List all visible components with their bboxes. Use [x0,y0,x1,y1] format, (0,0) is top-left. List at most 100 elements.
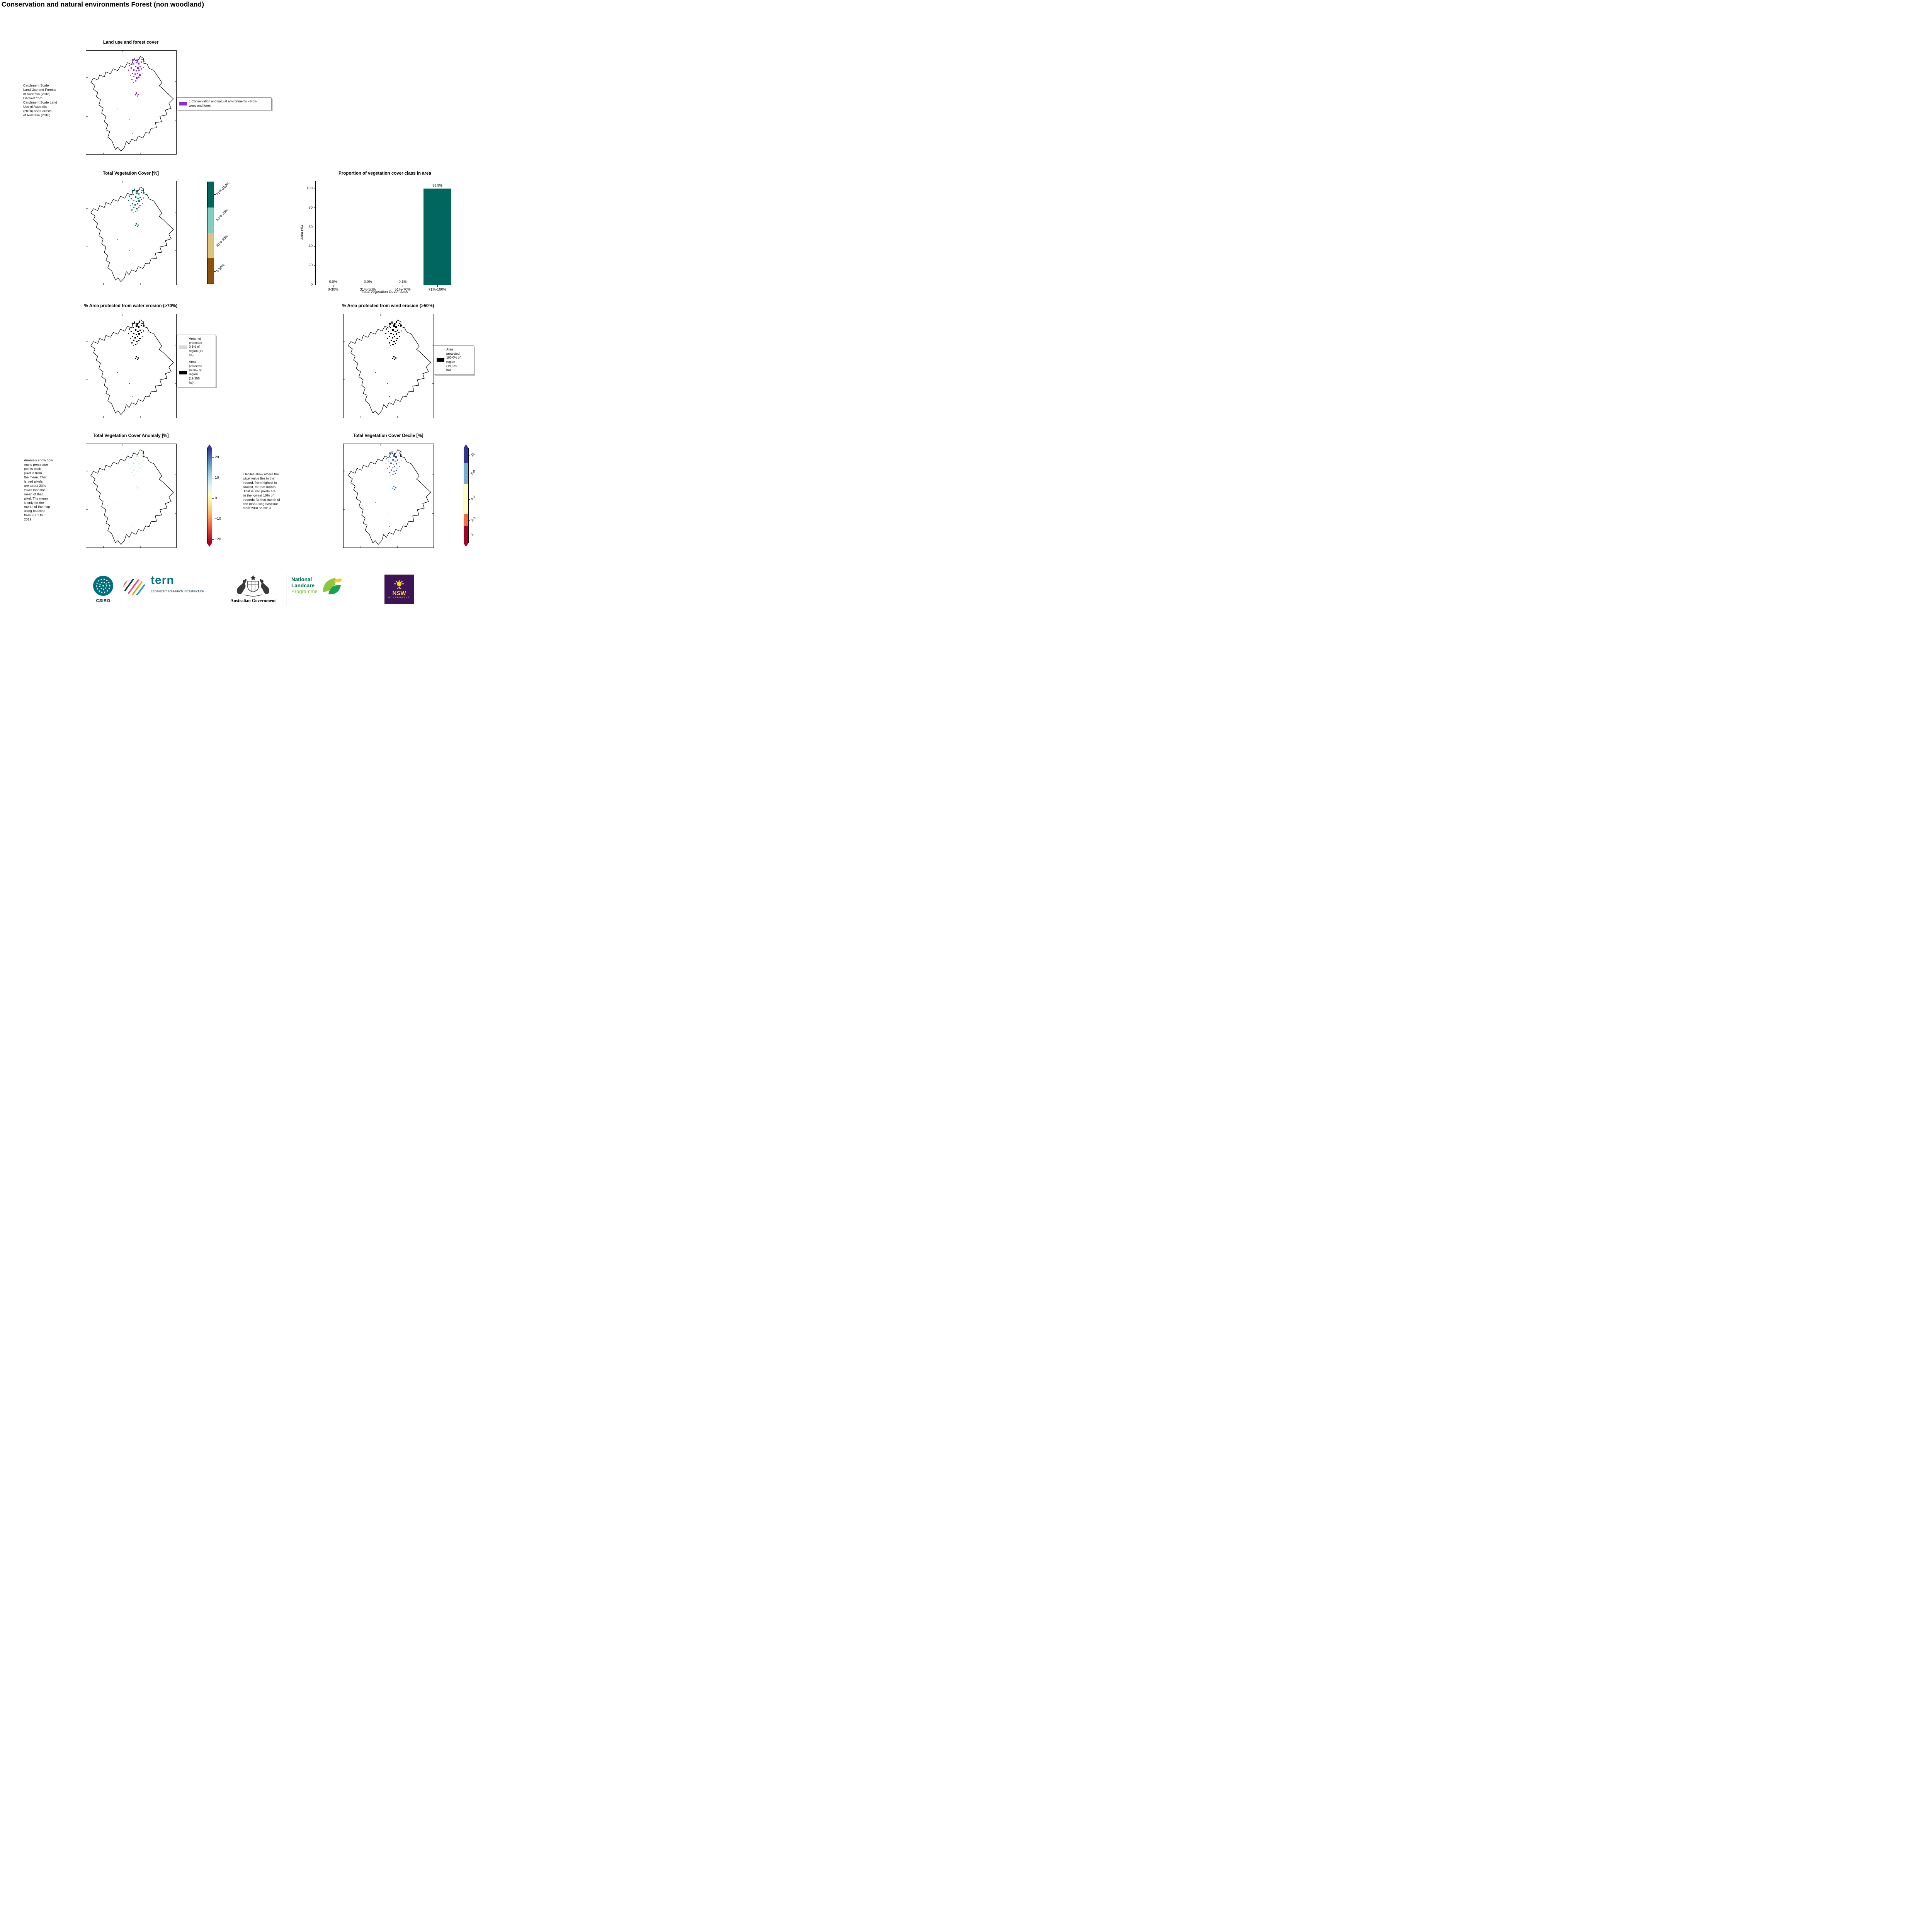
tern-australia-icon [123,578,145,595]
bar-value-label: 99.9% [432,184,442,188]
bar [423,189,451,285]
wind-erosion-legend: Area protected 100.0% of region (19,375 … [434,345,474,375]
colorbar-tick [212,457,214,458]
bar-value-label: 0.0% [329,280,337,284]
y-tick [314,246,316,247]
nsw-government-text: GOVERNMENT [388,597,410,599]
landcare-logo: National Landcare Programme [291,577,318,595]
colorbar-segment [207,182,214,207]
x-tick-label: 71%-100% [428,287,447,292]
protected-label: Area protected 99.9% of region (19,355 h… [189,360,202,384]
water-erosion-legend: Area not protected 0.1% of region (19 ha… [177,335,216,388]
anomaly-map-canvas [86,444,176,548]
y-tick-label: 60 [308,224,313,229]
landcare-line1: National [291,577,312,582]
veg-cover-colorbar: 71%-100% 51%-70% 31%-50% 0-30% [207,181,230,284]
colorbar-arrow [464,543,468,547]
colorbar-label: 4-7 [470,495,476,501]
x-tick-label: 51%-70% [395,287,411,292]
decile-colorbar: 10 8-9 4-7 2-3 1 [464,444,476,547]
protected-label: Area protected 100.0% of region (19,375 … [446,348,461,372]
colorbar-segment [207,233,214,259]
colorbar-body [207,182,214,284]
decile-map-canvas [344,444,434,548]
csiro-logo: CSIRO [92,575,114,603]
y-tick-label: 40 [308,244,313,248]
landcare-line2: Landcare [291,582,315,588]
landuse-map [86,50,177,155]
landcare-leaves-icon [323,578,342,595]
colorbar-tick-label: −20 [215,537,221,542]
landuse-legend-label: 1 Conservation and natural environments … [189,100,257,107]
colorbar-tick-label: −10 [215,517,221,521]
anomaly-caption: Anomaly show how many percetage points e… [24,458,53,522]
anomaly-panel-title: Total Vegetation Cover Anomaly [%] [93,434,169,438]
legend-item: Area protected 100.0% of region (19,375 … [437,348,471,372]
y-tick-label: 100 [306,186,313,190]
y-tick-label: 80 [308,205,313,210]
colorbar-label: 10 [470,452,476,457]
protected-swatch [437,358,444,362]
proportion-chart-title: Proportion of vegetation cover class in … [338,171,431,176]
colorbar-arrow [207,444,212,448]
y-tick-label: 20 [308,263,313,268]
report-page: Conservation and natural environments Fo… [0,0,488,617]
tern-wordmark: tern [151,574,174,587]
colorbar-tick [469,499,470,500]
csiro-wordmark: CSIRO [96,599,111,603]
tern-logo: tern Ecosystem Research Infrastructure [151,575,219,593]
csiro-icon [93,576,113,596]
australian-coat-of-arms-icon [236,575,270,597]
proportion-chart-ylabel: Area (%) [300,225,304,240]
nsw-government-logo: NSW GOVERNMENT [384,575,414,604]
colorbar-arrow [207,543,212,547]
page-title: Conservation and natural environments Fo… [2,0,204,8]
nsw-wordmark: NSW [392,590,406,597]
australian-government-logo: Australian Government [221,574,285,603]
colorbar-segment [207,207,214,233]
water-erosion-panel-title: % Area protected from water erosion (>70… [84,304,178,308]
tern-subtitle: Ecosystem Research Infrastructure [151,589,204,593]
bar-value-label: 0.0% [364,280,372,284]
not-protected-swatch [179,345,187,349]
decile-map [343,444,434,548]
colorbar-label: 8-9 [470,469,476,476]
x-tick-label: 31%-50% [360,287,376,292]
proportion-chart-xlabel: Total Vegetation Cover class [362,290,408,294]
wind-erosion-panel-title: % Area protected from wind erosion (>50%… [342,304,434,308]
proportion-chart-plot: 0 20 40 60 80 100 0-30% 0.0% 31%-50% 0.0% 51%-70% 0… [306,181,455,292]
colorbar-segment [464,448,468,464]
colorbar-tick [212,498,214,499]
water-erosion-map [86,314,177,418]
landcare-line3: Programme [291,588,318,595]
colorbar-label: 51%-70% [215,208,229,222]
colorbar-tick [469,520,470,521]
colorbar-segment [464,484,468,515]
y-tick-label: 0 [310,282,313,287]
legend-item: Area not protected 0.1% of region (19 ha… [179,337,213,357]
colorbar-segment [464,526,468,543]
x-tick [437,285,438,287]
landuse-legend: 1 Conservation and natural environments … [177,97,272,111]
veg-cover-panel-title: Total Vegetation Cover [%] [103,171,159,176]
australian-government-wordmark: Australian Government [230,599,276,603]
colorbar-segment [464,514,468,526]
colorbar-label: 71%-100% [215,181,230,196]
colorbar-tick [214,271,216,272]
colorbar-arrow [464,444,468,448]
colorbar-tick-label: 0 [215,496,217,501]
legend-item: 1 Conservation and natural environments … [179,100,269,108]
wind-erosion-map-canvas [344,314,434,418]
legend-item: Area protected 99.9% of region (19,355 h… [179,360,213,385]
landuse-caption: Catchment Scale Land Use and Forests of … [23,83,57,117]
protected-swatch [179,371,187,374]
veg-cover-map-canvas [86,181,176,285]
colorbar-tick-label: 10 [215,476,219,480]
colorbar-tick-label: 20 [215,455,219,460]
y-tick [314,207,316,208]
decile-caption: Deciles show where the pixel value lies … [243,472,280,510]
bar-value-label: 0.1% [398,279,407,284]
colorbar-label: 31%-50% [215,234,229,248]
colorbar-tick [214,194,216,195]
landuse-map-canvas [86,51,176,154]
